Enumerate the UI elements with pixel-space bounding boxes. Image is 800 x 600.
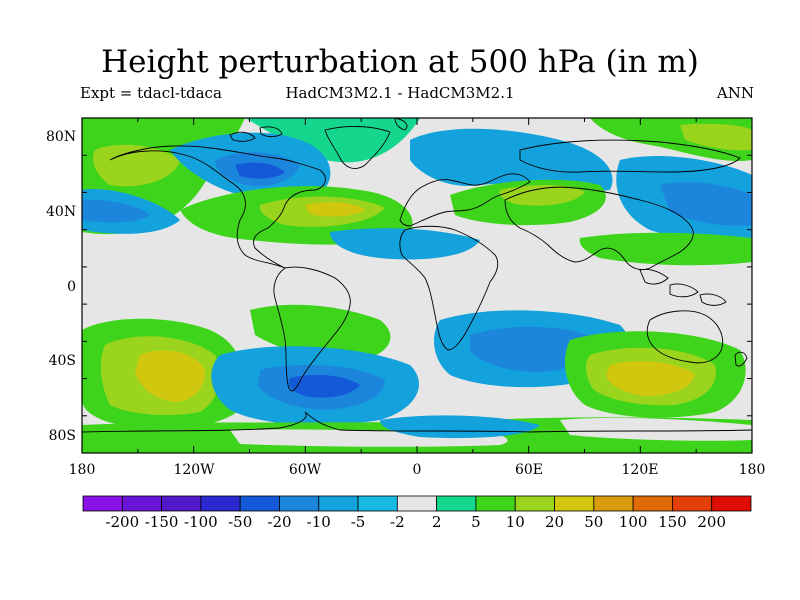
coast-australia: [646, 310, 724, 364]
colorbar-swatch: [121, 495, 162, 512]
contour-lightgreen-north-pacific: [93, 144, 180, 187]
experiment-label: Expt = tdacl-tdaca: [80, 84, 222, 102]
contour-yellow-australia: [606, 361, 695, 396]
colorbar-swatch: [554, 495, 595, 512]
y-label-40n: 40N: [46, 204, 77, 220]
contour-blue-europe: [410, 128, 613, 192]
contour-yellow-north-atlantic: [305, 202, 365, 217]
contour-core-south-atlantic: [288, 374, 360, 398]
x-label-180e: 180: [738, 462, 766, 478]
colorbar-label: 150: [658, 513, 687, 531]
coast-southeast-asia-islands: [639, 269, 727, 306]
x-label-0: 0: [412, 462, 422, 478]
coast-antarctica: [82, 411, 752, 433]
coast-africa: [399, 225, 499, 351]
colorbar-swatch: [436, 495, 477, 512]
colorbar-swatch: [357, 495, 398, 512]
map-title: Height perturbation at 500 hPa (in m): [101, 44, 699, 80]
coast-arctic-islands: [229, 118, 408, 142]
x-label-60w: 60W: [288, 462, 322, 478]
contour-blue-mid-atlantic: [330, 228, 480, 260]
y-label-0: 0: [67, 279, 76, 295]
contour-blue-antarctica: [380, 415, 540, 439]
coast-greenland: [324, 126, 391, 169]
colorbar-swatch: [279, 495, 320, 512]
colorbar-label: 200: [697, 513, 727, 531]
contour-lightgreen-eurasia: [499, 184, 585, 206]
x-label-60e: 60E: [514, 462, 544, 478]
coast-siberia: [519, 139, 741, 173]
contour-grey-antarctica-east: [560, 417, 752, 441]
coast-europe: [399, 173, 531, 227]
colorbar-swatch: [475, 495, 516, 512]
colorbar-swatch: [200, 495, 241, 512]
contour-lightgreen-northeast: [680, 123, 752, 151]
contour-darkblue-north-pacific: [82, 199, 150, 223]
colorbar-label: 5: [471, 513, 481, 531]
colorbar-label: 2: [431, 513, 442, 531]
colorbar-label: -2: [390, 513, 405, 531]
colorbar-label: 100: [618, 513, 648, 531]
axis-ticks: [81, 117, 753, 454]
colorbar-swatch: [161, 495, 202, 512]
colorbar-label: 10: [505, 513, 525, 531]
x-label-180w: 180: [68, 462, 96, 478]
contour-core-canada: [235, 162, 285, 179]
contour-field: [82, 118, 752, 453]
colorbar-swatch: [396, 495, 438, 512]
contour-yellow-south-pacific: [135, 350, 205, 402]
coast-asia: [504, 186, 694, 271]
colorbar-swatch: [239, 495, 280, 512]
colorbar-swatch: [593, 495, 634, 512]
colorbar-swatch: [82, 495, 123, 512]
coast-north-america: [109, 145, 326, 269]
colorbar-label: -150: [144, 513, 179, 531]
x-label-120w: 120W: [173, 462, 215, 478]
colorbar-label: -200: [105, 513, 140, 531]
colorbar-label: -50: [228, 513, 253, 531]
colorbar-swatch: [514, 495, 555, 512]
colorbar-swatch: [632, 495, 673, 512]
y-label-80n: 80N: [46, 129, 77, 145]
season-label: ANN: [716, 84, 754, 102]
colorbar-label: 50: [584, 513, 604, 531]
colorbar-label: -5: [350, 513, 366, 531]
contour-darkblue-northwest-pacific: [660, 182, 752, 226]
colorbar-label: -20: [267, 513, 292, 531]
colorbar-swatch: [711, 495, 752, 512]
coast-new-zealand: [734, 351, 748, 367]
x-label-120e: 120E: [621, 462, 659, 478]
colorbar-label: -10: [306, 513, 331, 531]
y-label-80s: 80S: [48, 428, 76, 444]
model-label: HadCM3M2.1 - HadCM3M2.1: [285, 84, 515, 102]
contour-green-west-greenland: [245, 118, 420, 163]
colorbar-swatch: [672, 495, 713, 512]
colorbar-label: 20: [544, 513, 565, 531]
y-label-40s: 40S: [48, 353, 76, 369]
coast-south-america: [273, 266, 351, 392]
colorbar-swatch: [318, 495, 359, 512]
colorbar-label: -100: [184, 513, 218, 531]
coastlines: [82, 118, 752, 433]
